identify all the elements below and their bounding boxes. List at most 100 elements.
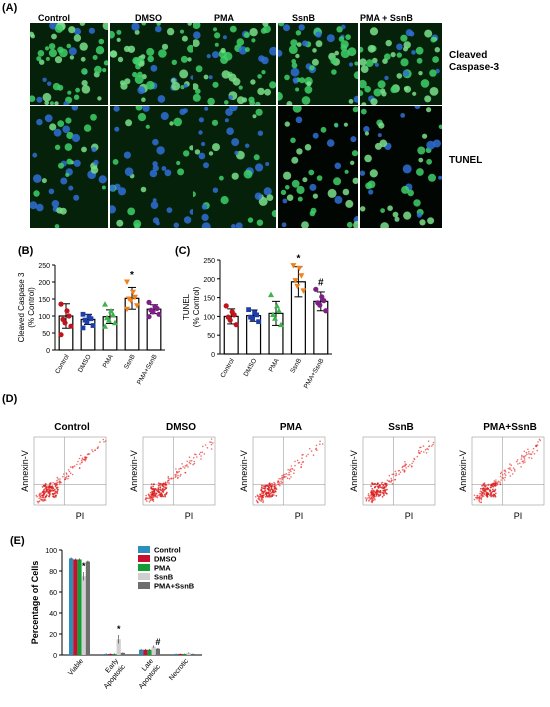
event-dot	[522, 460, 524, 462]
cell-dot	[214, 42, 219, 47]
event-dot	[66, 475, 68, 478]
cell-dot	[103, 60, 108, 66]
cell-dot	[117, 56, 124, 63]
cell-dot	[352, 106, 358, 113]
event-dot	[273, 481, 275, 484]
event-dot	[424, 448, 427, 451]
cell-dot	[301, 221, 309, 228]
event-dot	[210, 448, 213, 450]
cell-dot	[390, 86, 398, 94]
event-dot	[158, 491, 161, 494]
event-dot	[281, 481, 284, 484]
event-dot	[260, 488, 263, 491]
event-dot	[503, 479, 506, 481]
data-point	[154, 305, 160, 312]
event-dot	[371, 491, 374, 493]
cell-dot	[193, 31, 201, 39]
event-dot	[365, 499, 368, 502]
event-dot	[44, 495, 47, 498]
cell-dot	[334, 162, 342, 170]
cell-dot	[231, 172, 239, 180]
event-dot	[37, 502, 39, 504]
event-dot	[92, 450, 94, 453]
event-dot	[481, 492, 484, 494]
event-dot	[85, 456, 88, 459]
event-dot	[372, 499, 375, 501]
cell-dot	[430, 36, 437, 43]
cell-dot	[81, 80, 88, 87]
event-dot	[426, 447, 428, 450]
event-dot	[420, 450, 423, 453]
cell-dot	[53, 128, 62, 137]
micrograph-tunel-2	[193, 106, 276, 228]
event-dot	[155, 495, 157, 498]
event-dot	[260, 500, 262, 502]
event-dot	[80, 461, 83, 464]
cell-dot	[333, 177, 342, 186]
cell-dot	[363, 126, 370, 133]
data-point	[300, 288, 307, 294]
cell-dot	[79, 42, 88, 51]
event-dot	[161, 494, 163, 497]
cell-dot	[295, 53, 300, 59]
cell-dot	[48, 43, 56, 50]
event-dot	[275, 484, 277, 487]
significance-mark: #	[155, 637, 160, 647]
event-dot	[489, 494, 491, 497]
cell-dot	[264, 88, 271, 96]
event-dot	[185, 464, 188, 467]
event-dot	[431, 445, 433, 447]
cell-dot	[54, 224, 60, 228]
event-dot	[148, 501, 151, 503]
event-dot	[484, 485, 487, 488]
event-dot	[486, 495, 489, 498]
cell-dot	[345, 34, 351, 40]
bar	[178, 653, 183, 655]
flow-xlabel: PI	[295, 511, 304, 521]
event-dot	[523, 450, 526, 453]
cell-dot	[404, 85, 412, 93]
y-tick-label: 150	[203, 296, 215, 303]
event-dot	[186, 460, 188, 463]
cell-dot	[380, 208, 385, 213]
cell-dot	[412, 91, 417, 96]
event-dot	[47, 495, 50, 498]
event-dot	[165, 492, 168, 495]
event-dot	[157, 482, 160, 484]
cell-dot	[295, 30, 302, 36]
cell-dot	[284, 121, 290, 127]
cell-dot	[152, 161, 158, 167]
cell-dot	[156, 23, 161, 26]
event-dot	[321, 443, 324, 445]
cell-dot	[374, 62, 379, 67]
event-dot	[478, 501, 481, 503]
event-dot	[259, 493, 262, 496]
cell-dot	[182, 108, 188, 114]
cell-dot	[255, 101, 261, 105]
cell-dot	[238, 85, 243, 90]
cell-dot	[101, 185, 106, 190]
event-dot	[83, 458, 85, 461]
micrograph-cells	[278, 23, 358, 105]
y-tick-label: 0	[53, 653, 57, 660]
data-point	[321, 298, 327, 304]
bar	[77, 559, 82, 655]
x-tick-label: DMSO	[77, 354, 93, 374]
cell-dot	[428, 173, 436, 182]
y-tick-label: 20	[49, 632, 57, 639]
cell-dot	[110, 50, 118, 58]
event-dot	[190, 460, 193, 462]
event-dot	[288, 471, 290, 474]
event-dot	[319, 440, 321, 443]
cell-dot	[353, 220, 358, 228]
cell-dot	[296, 42, 302, 47]
cell-dot	[345, 199, 354, 208]
cell-dot	[392, 211, 399, 218]
event-dot	[41, 486, 44, 488]
significance-mark: *	[296, 254, 300, 265]
cell-dot	[180, 55, 188, 63]
data-point	[298, 273, 305, 279]
event-dot	[156, 489, 158, 492]
event-dot	[490, 493, 493, 495]
event-dot	[366, 497, 368, 499]
